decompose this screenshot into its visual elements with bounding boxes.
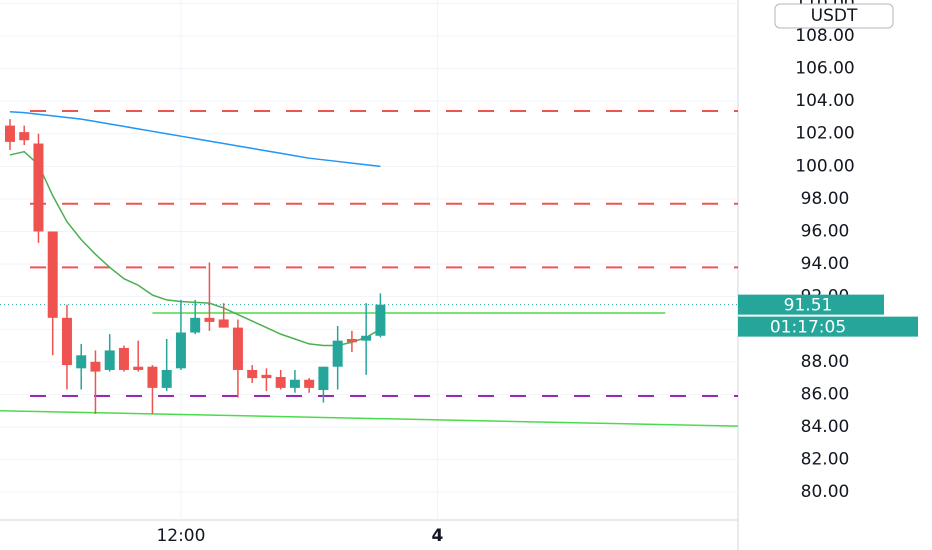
candle-body <box>289 379 300 388</box>
x-tick-label: 12:00 <box>156 526 205 546</box>
candle-body <box>332 340 343 367</box>
candle-body <box>61 317 72 366</box>
y-tick-label: 108.00 <box>795 26 854 46</box>
candle-body <box>147 366 158 388</box>
countdown-box <box>738 316 918 337</box>
candle-body <box>76 355 87 369</box>
candle-body <box>375 304 386 336</box>
candle-body <box>104 350 115 370</box>
currency-box <box>774 3 894 29</box>
x-tick-label: 4 <box>431 526 443 546</box>
y-tick-label: 104.00 <box>795 91 854 111</box>
candle-body <box>47 231 58 318</box>
candle-body <box>304 379 315 388</box>
candle-body <box>190 317 201 333</box>
y-tick-label: 80.00 <box>801 482 850 502</box>
y-tick-label: 82.00 <box>801 450 850 470</box>
candle-body <box>33 143 44 232</box>
candle-body <box>204 317 215 322</box>
candle-body <box>161 369 172 388</box>
plot <box>0 0 739 520</box>
candle-body <box>318 366 329 390</box>
candle-body <box>346 339 357 343</box>
y-tick-label: 100.00 <box>795 156 854 176</box>
y-tick-label: 102.00 <box>795 124 854 144</box>
countdown-label: 01:17:05 <box>770 318 846 338</box>
currency-label: USDT <box>811 6 858 26</box>
candle-body <box>218 319 229 328</box>
y-tick-label: 86.00 <box>801 384 850 404</box>
candle-body <box>261 374 272 379</box>
y-tick-label: 84.00 <box>801 417 850 437</box>
trendline <box>0 409 739 427</box>
candle-body <box>361 335 372 341</box>
candle-body <box>275 376 286 388</box>
candle-body <box>4 125 15 142</box>
candle-body <box>133 366 144 370</box>
y-tick-label: 96.00 <box>801 221 850 241</box>
y-tick-label: 106.00 <box>795 59 854 79</box>
candle-body <box>232 327 243 370</box>
candle-body <box>90 361 101 372</box>
y-tick-label: 98.00 <box>801 189 850 209</box>
y-tick-label: 94.00 <box>801 254 850 274</box>
candle-body <box>19 132 30 141</box>
moving-average <box>9 111 381 168</box>
candle-body <box>247 369 258 379</box>
candle-body <box>118 347 129 370</box>
y-tick-label: 88.00 <box>801 352 850 372</box>
price-label: 91.51 <box>784 296 833 316</box>
candle-body <box>175 332 186 369</box>
price-label-box <box>738 294 884 315</box>
